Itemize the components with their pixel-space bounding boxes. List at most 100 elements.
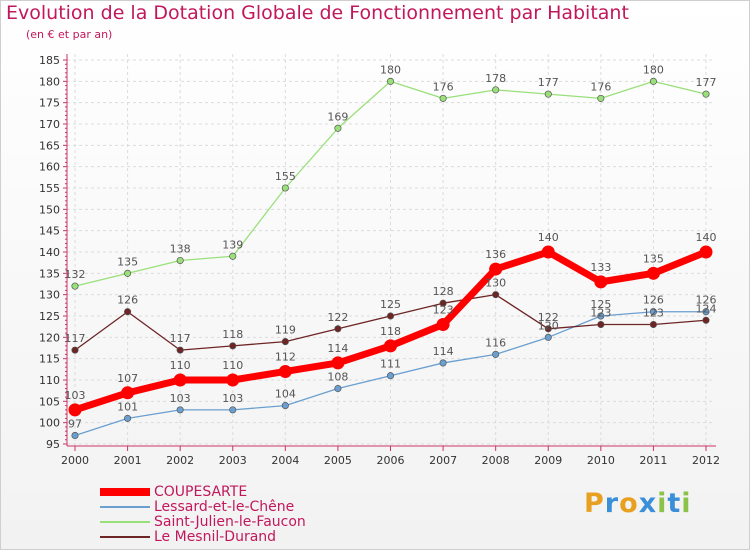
data-label: 126 (117, 294, 138, 307)
data-label: 111 (380, 358, 401, 371)
data-label: 126 (696, 294, 717, 307)
data-label: 176 (590, 80, 611, 93)
logo-letter: i (657, 488, 668, 519)
data-labels: 97 101 103 103 104 108 111 114 116 120 125 126 126 13… (65, 63, 717, 430)
series-layer (68, 77, 713, 440)
data-point (173, 373, 187, 387)
data-point (702, 316, 710, 324)
data-label: 133 (590, 261, 611, 274)
data-point (229, 342, 237, 350)
data-point (334, 325, 342, 333)
data-point (229, 406, 237, 414)
axes: 95 100 105 110 115 120 125 130 135 140 145 150 155 16… (39, 54, 720, 467)
data-point (649, 308, 657, 316)
legend-item: Lessard-et-le-Chêne (100, 499, 294, 515)
data-point (281, 402, 289, 410)
data-label: 110 (170, 359, 191, 372)
data-point (124, 414, 132, 422)
data-label: 114 (433, 345, 454, 358)
data-label: 118 (222, 328, 243, 341)
data-label: 120 (538, 319, 559, 332)
y-tick-label: 155 (39, 182, 60, 195)
data-label: 116 (485, 336, 506, 349)
y-tick-label: 145 (39, 225, 60, 238)
data-point (699, 245, 713, 259)
data-point (71, 431, 79, 440)
y-tick-label: 105 (39, 395, 60, 408)
data-label: 176 (433, 80, 454, 93)
data-label: 128 (433, 285, 454, 298)
data-label: 103 (222, 392, 243, 405)
data-point (702, 308, 710, 316)
data-point (597, 320, 605, 329)
data-label: 169 (327, 110, 348, 123)
x-tick-label: 2005 (324, 454, 352, 467)
data-point (384, 339, 397, 353)
x-tick-label: 2007 (429, 454, 457, 467)
data-point (68, 403, 82, 417)
legend-label: Lessard-et-le-Chêne (154, 499, 295, 515)
data-point (331, 356, 345, 370)
data-point (124, 269, 132, 277)
data-point (489, 262, 503, 276)
logo-letter: o (619, 488, 639, 519)
x-tick-label: 2004 (271, 454, 299, 467)
data-point (649, 320, 657, 329)
logo-letter: t (667, 488, 682, 519)
legend-label: Saint-Julien-le-Faucon (154, 514, 306, 530)
legend-label: Le Mesnil-Durand (154, 529, 277, 545)
legend-item: Saint-Julien-le-Faucon (100, 514, 306, 530)
data-label: 138 (170, 243, 191, 256)
data-label: 103 (170, 392, 191, 405)
data-point (281, 184, 289, 192)
chart-subtitle: (en € et par an) (26, 28, 113, 41)
logo-letter: r (604, 488, 620, 519)
data-point (176, 346, 184, 354)
y-tick-label: 115 (39, 353, 60, 366)
data-label: 104 (275, 388, 296, 401)
data-label: 119 (275, 324, 296, 337)
data-label: 140 (696, 231, 717, 244)
data-point (541, 245, 555, 259)
data-point (439, 299, 447, 307)
y-tick-label: 130 (39, 289, 60, 302)
data-point (334, 124, 342, 132)
data-label: 130 (485, 277, 506, 290)
data-label: 97 (68, 417, 82, 430)
data-label: 110 (222, 359, 243, 372)
data-point (544, 333, 552, 341)
x-tick-label: 2008 (482, 454, 510, 467)
y-tick-label: 100 (39, 417, 60, 430)
data-point (544, 325, 552, 333)
data-label: 107 (117, 372, 138, 385)
data-label: 177 (696, 76, 717, 89)
x-tick-label: 2012 (692, 454, 720, 467)
data-label: 112 (275, 350, 296, 363)
data-point (386, 312, 395, 320)
legend-swatch (100, 488, 150, 496)
data-label: 155 (275, 170, 296, 183)
data-label: 118 (380, 325, 401, 338)
data-label: 139 (222, 238, 243, 251)
y-tick-label: 150 (39, 203, 60, 216)
data-point (71, 346, 79, 354)
legend-item: COUPESARTE (100, 484, 247, 500)
data-label: 125 (590, 298, 611, 311)
data-point (597, 94, 605, 102)
data-point (492, 350, 500, 358)
data-point (124, 308, 132, 316)
data-point (702, 90, 710, 98)
x-tick-label: 2002 (166, 454, 194, 467)
data-label: 123 (590, 307, 611, 320)
data-point (226, 373, 240, 387)
data-label: 122 (327, 311, 348, 324)
legend-label: COUPESARTE (154, 484, 248, 500)
y-tick-label: 120 (39, 331, 60, 344)
data-label: 117 (170, 332, 191, 345)
data-label: 180 (643, 63, 664, 76)
data-point (436, 318, 450, 332)
data-point (594, 275, 608, 289)
y-tick-label: 160 (39, 161, 60, 174)
y-tick-label: 95 (46, 438, 60, 451)
